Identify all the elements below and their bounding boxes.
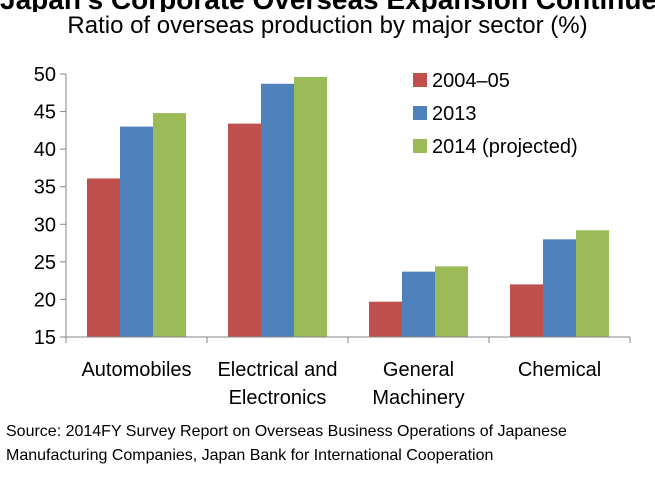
legend-label: 2004–05 xyxy=(432,70,510,92)
legend-label: 2013 xyxy=(432,103,477,125)
legend-label: 2014 (projected) xyxy=(432,136,578,158)
bar xyxy=(543,239,576,337)
x-category-label: Electrical and xyxy=(217,359,337,381)
y-tick-label: 15 xyxy=(34,327,56,349)
bar xyxy=(294,77,327,338)
bar xyxy=(87,178,120,337)
y-tick-label: 50 xyxy=(34,64,56,86)
bar xyxy=(402,271,435,337)
bar xyxy=(510,284,543,337)
bar xyxy=(120,126,153,337)
x-category-label: Electronics xyxy=(229,387,327,409)
x-category-label: Machinery xyxy=(372,387,464,409)
x-category-label: General xyxy=(383,359,454,381)
x-category-label: Chemical xyxy=(518,359,601,381)
bar xyxy=(261,83,294,337)
chart-title: Japan's Corporate Overseas Expansion Con… xyxy=(0,0,655,12)
bar-chart: 15 20 25 30 35 40 45 50 Automobiles Electrical an… xyxy=(34,64,631,409)
y-tick-label: 20 xyxy=(34,289,56,311)
y-tick-label: 35 xyxy=(34,177,56,199)
bar xyxy=(153,113,186,338)
bar xyxy=(228,123,261,337)
source-note: Source: 2014FY Survey Report on Overseas… xyxy=(6,423,567,464)
x-category-label: Automobiles xyxy=(81,359,191,381)
y-tick-label: 25 xyxy=(34,252,56,274)
bar xyxy=(435,266,468,337)
legend-swatch xyxy=(413,106,427,120)
chart-subtitle: Ratio of overseas production by major se… xyxy=(67,12,588,39)
y-tick-label: 40 xyxy=(34,139,56,161)
bar xyxy=(369,301,402,337)
y-tick-label: 45 xyxy=(34,102,56,124)
bar xyxy=(576,230,609,337)
legend-swatch xyxy=(413,139,427,153)
chart-title-clip: Japan's Corporate Overseas Expansion Con… xyxy=(0,0,655,12)
legend-swatch xyxy=(413,73,427,87)
y-tick-label: 30 xyxy=(34,214,56,236)
